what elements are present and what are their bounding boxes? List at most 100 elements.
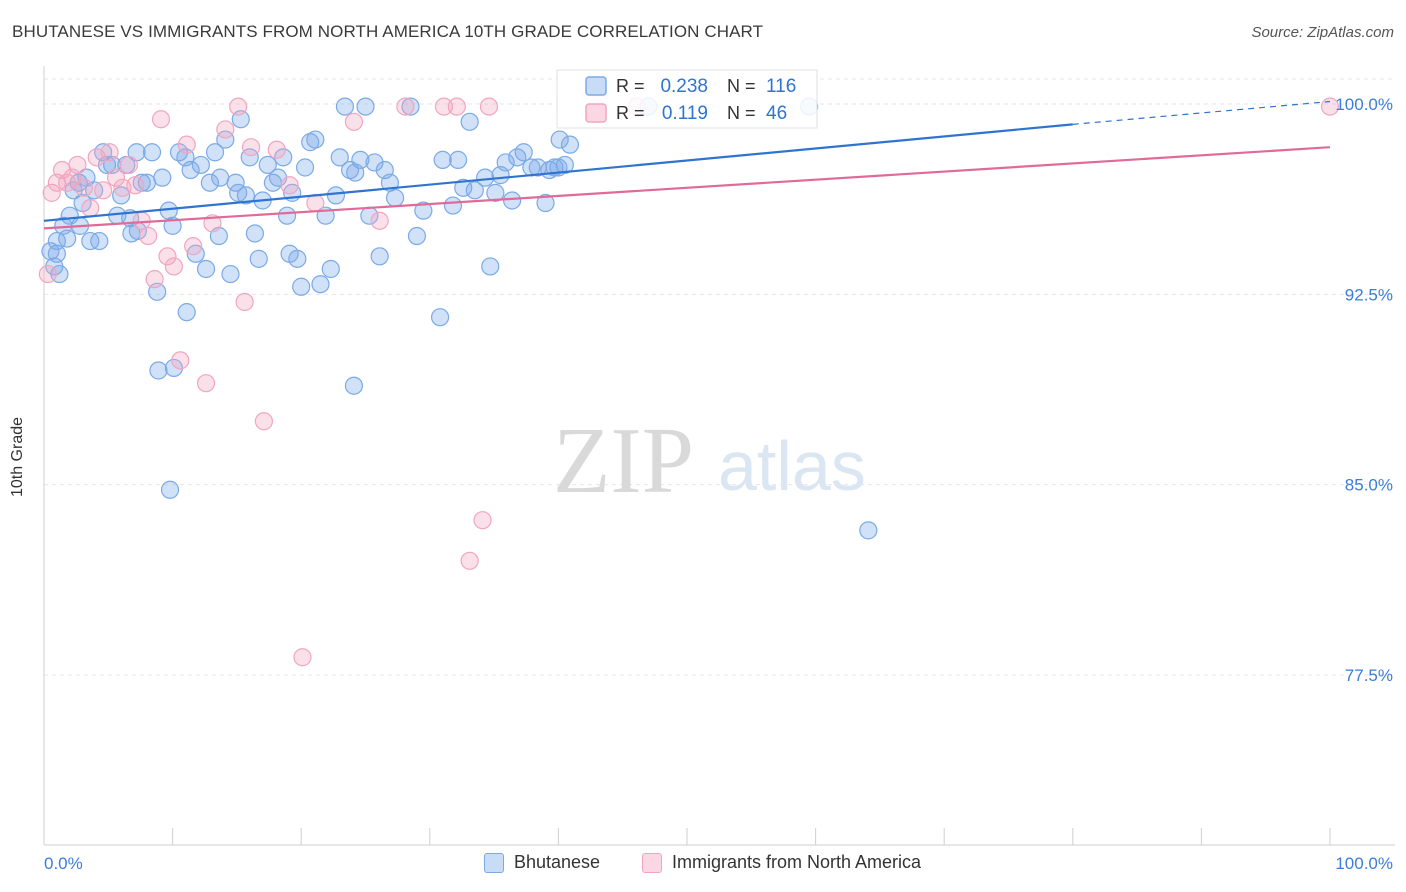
bhutanese-point bbox=[211, 168, 230, 187]
bhutanese-point bbox=[536, 193, 555, 213]
immigrants-point bbox=[280, 176, 299, 195]
bhutanese-point bbox=[47, 244, 66, 263]
immigrants-point bbox=[164, 257, 183, 276]
bhutanese-point bbox=[191, 155, 210, 175]
bhutanese-point bbox=[181, 160, 200, 180]
bhutanese-point bbox=[245, 224, 265, 243]
bhutanese-point bbox=[306, 130, 325, 149]
stats-n-label: N = bbox=[727, 103, 756, 123]
gridlines bbox=[44, 78, 1395, 676]
immigrants-point bbox=[145, 270, 164, 289]
immigrants-point bbox=[293, 648, 312, 667]
y-tick-label: 100.0% bbox=[1335, 95, 1393, 114]
bhutanese-point bbox=[351, 150, 370, 169]
stats-n-label: N = bbox=[727, 76, 756, 96]
stats-r-value: 0.238 bbox=[660, 76, 708, 97]
legend-swatch-immigrants bbox=[642, 852, 662, 873]
bhutanese-point bbox=[295, 158, 315, 177]
stats-swatch bbox=[585, 76, 607, 96]
bhutanese-point bbox=[301, 133, 320, 152]
stats-n-value: 46 bbox=[766, 103, 787, 124]
bhutanese-point bbox=[205, 143, 225, 162]
immigrants-point bbox=[344, 112, 364, 131]
legend-label-immigrants: Immigrants from North America bbox=[672, 852, 922, 872]
watermark-atlas: atlas bbox=[718, 427, 866, 505]
immigrants-point bbox=[473, 511, 492, 530]
bhutanese-point bbox=[142, 143, 162, 162]
bhutanese-point bbox=[401, 97, 420, 116]
legend-item-immigrants: Immigrants from North America bbox=[642, 852, 921, 873]
bhutanese-point bbox=[414, 201, 433, 220]
bhutanese-point bbox=[335, 97, 355, 116]
immigrants-point bbox=[216, 120, 235, 139]
bhutanese-point bbox=[112, 186, 131, 205]
legend-item-bhutanese: Bhutanese bbox=[484, 852, 600, 873]
bhutanese-point bbox=[496, 153, 515, 172]
immigrants-point bbox=[306, 193, 325, 213]
bhutanese-point bbox=[454, 178, 473, 197]
bhutanese-trend-line-extension bbox=[1072, 100, 1331, 125]
immigrants-point bbox=[68, 155, 87, 175]
bhutanese-point bbox=[481, 257, 500, 276]
legend-label-bhutanese: Bhutanese bbox=[514, 852, 601, 872]
stats-swatch bbox=[585, 103, 607, 123]
immigrants-point bbox=[171, 351, 190, 370]
y-tick-label: 85.0% bbox=[1345, 476, 1393, 495]
immigrants-point bbox=[177, 135, 196, 154]
bhutanese-trend-line bbox=[43, 123, 1073, 222]
bhutanese-point bbox=[149, 361, 168, 380]
bhutanese-point bbox=[550, 130, 569, 149]
bhutanese-point bbox=[443, 196, 463, 215]
y-tick-label: 77.5% bbox=[1345, 666, 1393, 685]
y-tick-label: 92.5% bbox=[1345, 285, 1393, 304]
x-tick-label-left: 0.0% bbox=[44, 854, 83, 873]
bhutanese-point bbox=[216, 130, 235, 149]
bhutanese-point bbox=[560, 135, 580, 154]
immigrants-point bbox=[158, 247, 177, 266]
legend: Bhutanese Immigrants from North America bbox=[0, 852, 1406, 878]
bhutanese-point bbox=[160, 480, 180, 499]
immigrants-point bbox=[126, 176, 145, 195]
bhutanese-point bbox=[370, 247, 389, 266]
immigrants-point bbox=[267, 140, 286, 159]
immigrants-point bbox=[370, 211, 389, 230]
immigrants-point bbox=[119, 155, 138, 175]
bhutanese-point bbox=[229, 183, 248, 202]
bhutanese-point bbox=[311, 275, 330, 294]
immigrants-point bbox=[38, 264, 57, 284]
bhutanese-point bbox=[58, 229, 77, 248]
stats-r-value: 0.119 bbox=[662, 103, 708, 124]
bhutanese-point bbox=[164, 358, 183, 378]
bhutanese-point bbox=[407, 226, 427, 246]
immigrants-point bbox=[58, 173, 77, 192]
bhutanese-point bbox=[292, 277, 311, 296]
immigrants-point bbox=[139, 226, 158, 246]
bhutanese-point bbox=[555, 155, 574, 175]
immigrants-point bbox=[235, 292, 254, 312]
bhutanese-point bbox=[321, 259, 340, 279]
bhutanese-point bbox=[433, 150, 452, 169]
immigrants-point bbox=[434, 97, 454, 116]
tick-labels: 100.0% 92.5% 85.0% 77.5% 0.0% 100.0% bbox=[44, 95, 1393, 873]
bhutanese-point bbox=[196, 259, 216, 279]
bhutanese-point bbox=[508, 148, 527, 167]
bhutanese-point bbox=[385, 188, 405, 208]
legend-swatch-bhutanese bbox=[484, 852, 504, 873]
immigrants-point bbox=[196, 374, 216, 393]
stats-n-value: 116 bbox=[766, 76, 796, 97]
bhutanese-point bbox=[430, 308, 450, 327]
bhutanese-point bbox=[274, 148, 293, 167]
bhutanese-point bbox=[503, 191, 522, 210]
immigrants-point bbox=[254, 412, 274, 431]
bhutanese-point bbox=[200, 173, 219, 192]
bhutanese-point bbox=[859, 521, 878, 540]
bhutanese-point bbox=[365, 153, 384, 172]
chart-title: BHUTANESE VS IMMIGRANTS FROM NORTH AMERI… bbox=[12, 22, 764, 41]
bhutanese-point bbox=[153, 168, 172, 187]
chart-source: Source: ZipAtlas.com bbox=[1251, 24, 1394, 41]
bhutanese-point bbox=[249, 249, 268, 268]
immigrants-point bbox=[100, 143, 119, 162]
immigrants-point bbox=[396, 97, 415, 116]
trend-lines bbox=[43, 100, 1331, 230]
